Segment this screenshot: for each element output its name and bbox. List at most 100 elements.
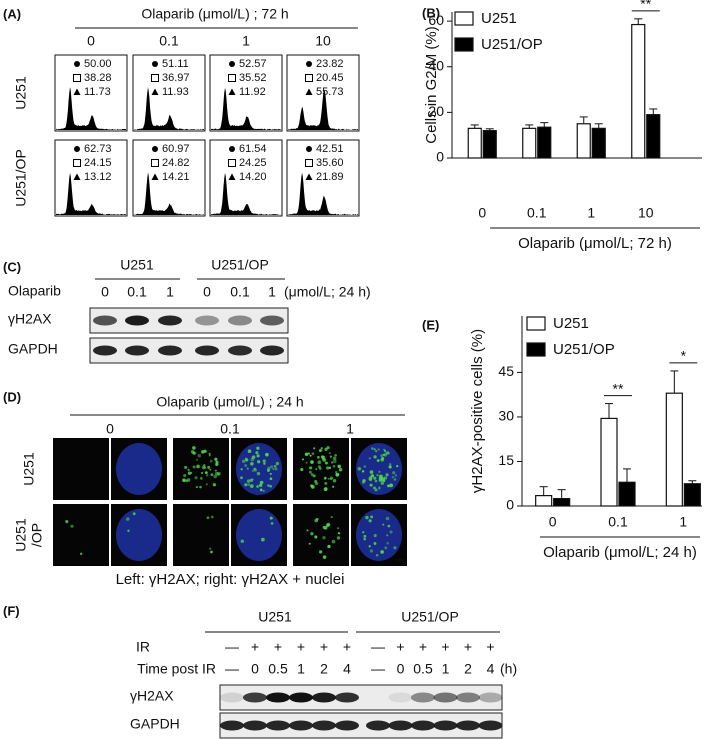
foci [334, 471, 338, 474]
bar [591, 127, 606, 159]
foci [374, 449, 378, 453]
foci [363, 465, 367, 468]
blot-band [220, 720, 244, 731]
s-symbol [228, 74, 236, 82]
foci [374, 488, 378, 492]
foci [324, 447, 328, 451]
foci [192, 451, 196, 455]
foci [381, 457, 385, 461]
micrograph [53, 438, 109, 500]
foci [240, 476, 243, 480]
foci [378, 487, 381, 490]
foci [253, 467, 257, 471]
foci [373, 455, 377, 459]
foci [386, 541, 390, 545]
foci [257, 460, 261, 464]
s-symbol [73, 159, 81, 167]
foci [391, 475, 395, 479]
foci [315, 468, 318, 471]
bar [631, 23, 646, 159]
g2-symbol [228, 88, 236, 95]
blot-band [366, 720, 390, 731]
stat-value: 24.15 [84, 157, 112, 169]
blot-band [93, 315, 117, 326]
legend-label: U251/OP [481, 36, 543, 53]
g2-symbol [305, 88, 313, 95]
legend-swatch [454, 37, 474, 52]
histogram-frame [209, 139, 283, 217]
foci [308, 470, 312, 474]
stat-value: 60.97 [162, 143, 190, 155]
foci [196, 464, 200, 469]
x-tick-label: 0 [549, 514, 557, 530]
time-label: — [225, 661, 239, 677]
foci [375, 554, 379, 557]
y-tick-label: 0 [506, 497, 514, 513]
g2-symbol [228, 173, 236, 180]
foci [337, 464, 342, 469]
foci [244, 483, 248, 487]
s-symbol [228, 159, 236, 167]
y-tick-label: 30 [498, 408, 514, 424]
column-label: 0.1 [220, 421, 240, 437]
s-symbol [305, 74, 313, 82]
blot-band [260, 345, 284, 356]
histogram [211, 87, 281, 130]
blot-band [478, 692, 503, 703]
y-axis-title: Cells in G2/M (%) [423, 26, 440, 144]
foci [369, 549, 374, 553]
time-label: 4 [487, 661, 495, 677]
column-label: 1 [346, 421, 354, 437]
panel-letter: (C) [3, 259, 21, 274]
bar [646, 114, 661, 159]
g1-symbol [229, 146, 235, 152]
foci [371, 447, 374, 450]
foci [208, 454, 211, 457]
y-tick-label: 40 [428, 57, 444, 73]
foci [328, 452, 331, 455]
foci [240, 539, 245, 543]
foci [209, 468, 212, 471]
foci [393, 478, 397, 481]
foci [70, 524, 74, 528]
foci [187, 468, 190, 472]
bar [618, 481, 636, 507]
histogram [134, 172, 204, 215]
foci [334, 453, 337, 457]
blot [89, 337, 289, 364]
ir-sign: + [441, 639, 449, 655]
foci [256, 485, 259, 488]
foci [269, 516, 273, 520]
foci [372, 486, 376, 490]
foci [247, 449, 252, 454]
foci [262, 459, 266, 463]
blot-band [289, 692, 313, 703]
foci [80, 552, 83, 555]
foci [195, 486, 198, 489]
legend-swatch [526, 316, 546, 331]
s-symbol [305, 159, 313, 167]
y-axis-title: γH2AX-positive cells (%) [469, 329, 486, 493]
row-label: IR [136, 639, 150, 655]
stat-value: 50.00 [84, 58, 112, 70]
g2-symbol [73, 88, 81, 95]
foci [269, 477, 273, 481]
bar [482, 130, 497, 159]
micrograph [173, 504, 229, 566]
foci [251, 455, 256, 459]
foci [309, 466, 313, 470]
nucleus [236, 509, 282, 561]
micrograph [293, 504, 349, 566]
foci [385, 451, 388, 455]
legend-swatch [526, 342, 546, 357]
foci [206, 474, 209, 477]
foci [313, 447, 316, 450]
foci [127, 529, 130, 532]
foci [315, 481, 319, 486]
significance-label: * [681, 348, 687, 364]
stat-value: 24.82 [162, 157, 190, 169]
foci [192, 446, 196, 450]
y-tick-label: 15 [498, 452, 514, 468]
micrograph [173, 438, 229, 500]
foci [376, 474, 379, 477]
